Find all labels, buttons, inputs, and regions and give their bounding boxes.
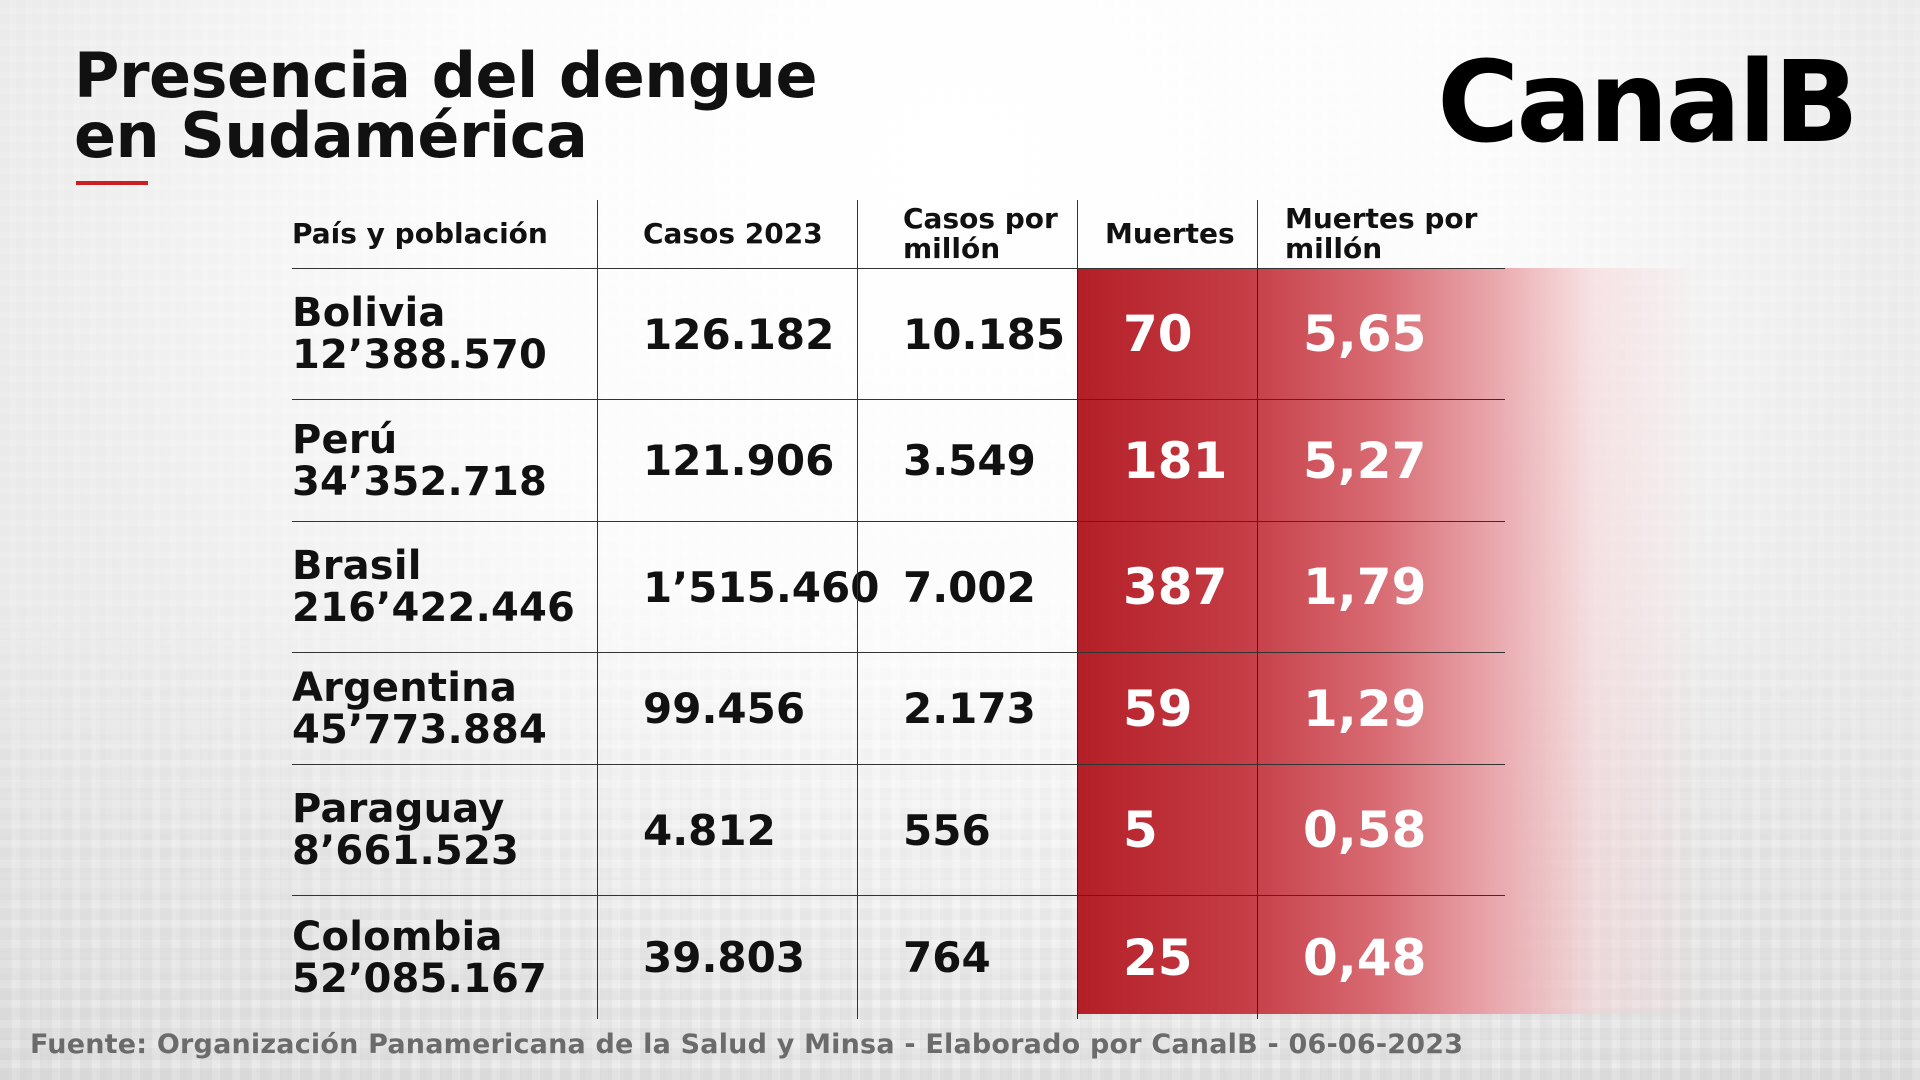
table-row: Paraguay 8’661.523 4.812 556 5 0,58 [292, 765, 1505, 896]
country-population: 34’352.718 [292, 458, 548, 505]
country-population: 216’422.446 [292, 585, 576, 631]
deaths-per-million-cell: 5,27 [1257, 400, 1505, 521]
page-title: Presencia del dengue en Sudamérica [74, 39, 818, 172]
deaths-per-million-cell: 0,58 [1257, 765, 1505, 895]
deaths-per-million-cell: 1,79 [1257, 522, 1505, 652]
title-line-2: en Sudamérica [74, 99, 588, 172]
country-name: Colombia [292, 913, 503, 960]
table-row: Bolivia 12’388.570 126.182 10.185 70 5,6… [292, 269, 1505, 400]
country-name: Bolivia [292, 290, 446, 336]
country-population-cell: Brasil 216’422.446 [292, 522, 597, 652]
country-population: 8’661.523 [292, 828, 520, 874]
cases-per-million-cell: 10.185 [857, 269, 1077, 399]
header-country-population: País y población [292, 200, 597, 268]
header-country-population-label: País y población [292, 217, 548, 250]
header-cases-2023-label: Casos 2023 [643, 217, 823, 250]
cases-2023-cell: 121.906 [597, 400, 857, 521]
cases-2023-cell: 1’515.460 [597, 522, 879, 652]
country-population-cell: Bolivia 12’388.570 [292, 269, 597, 399]
header-cases-2023: Casos 2023 [597, 200, 857, 268]
header-cases-per-million-line-2: millón [903, 232, 1001, 265]
cases-2023-cell: 99.456 [597, 653, 857, 764]
deaths-per-million-cell: 5,65 [1257, 269, 1505, 399]
deaths-cell: 387 [1077, 522, 1257, 652]
table-row: Colombia 52’085.167 39.803 764 25 0,48 [292, 896, 1505, 1019]
deaths-highlight-panel [1077, 268, 1707, 1014]
country-population-cell: Paraguay 8’661.523 [292, 765, 597, 895]
table-header-row: País y población Casos 2023 Casos por mi… [292, 200, 1505, 269]
cases-per-million-cell: 7.002 [857, 522, 1077, 652]
header-deaths-label: Muertes [1105, 217, 1235, 250]
title-line-1: Presencia del dengue [74, 39, 818, 112]
country-population: 52’085.167 [292, 955, 548, 1002]
deaths-per-million-cell: 0,48 [1257, 896, 1505, 1019]
country-name: Paraguay [292, 786, 505, 832]
table-row: Perú 34’352.718 121.906 3.549 181 5,27 [292, 400, 1505, 522]
country-population-cell: Argentina 45’773.884 [292, 653, 597, 764]
cases-2023-cell: 126.182 [597, 269, 857, 399]
cases-2023-cell: 4.812 [597, 765, 857, 895]
header-cases-per-million-line-1: Casos por [903, 202, 1058, 235]
cases-per-million-cell: 764 [857, 896, 1077, 1019]
deaths-cell: 59 [1077, 653, 1257, 764]
header-deaths: Muertes [1077, 200, 1257, 268]
header-deaths-per-million-line-2: millón [1285, 232, 1383, 265]
header-deaths-per-million-line-1: Muertes por [1285, 202, 1478, 235]
cases-2023-cell: 39.803 [597, 896, 857, 1019]
dengue-table: País y población Casos 2023 Casos por mi… [292, 200, 1505, 1019]
source-footer: Fuente: Organización Panamericana de la … [30, 1029, 1464, 1060]
header-cases-per-million: Casos por millón [857, 200, 1077, 268]
country-population: 12’388.570 [292, 332, 548, 378]
brand-logo: CanalB [1437, 38, 1859, 168]
cases-per-million-cell: 3.549 [857, 400, 1077, 521]
deaths-cell: 5 [1077, 765, 1257, 895]
title-accent-line [76, 181, 148, 185]
table-row: Brasil 216’422.446 1’515.460 7.002 387 1… [292, 522, 1505, 653]
country-name: Brasil [292, 543, 422, 589]
header-deaths-per-million: Muertes por millón [1257, 200, 1505, 268]
country-population-cell: Colombia 52’085.167 [292, 896, 597, 1019]
country-name: Perú [292, 416, 398, 463]
country-population-cell: Perú 34’352.718 [292, 400, 597, 521]
deaths-per-million-cell: 1,29 [1257, 653, 1505, 764]
country-population: 45’773.884 [292, 706, 548, 753]
cases-per-million-cell: 2.173 [857, 653, 1077, 764]
country-name: Argentina [292, 664, 518, 711]
deaths-cell: 70 [1077, 269, 1257, 399]
deaths-cell: 25 [1077, 896, 1257, 1019]
table-row: Argentina 45’773.884 99.456 2.173 59 1,2… [292, 653, 1505, 765]
cases-per-million-cell: 556 [857, 765, 1077, 895]
deaths-cell: 181 [1077, 400, 1257, 521]
